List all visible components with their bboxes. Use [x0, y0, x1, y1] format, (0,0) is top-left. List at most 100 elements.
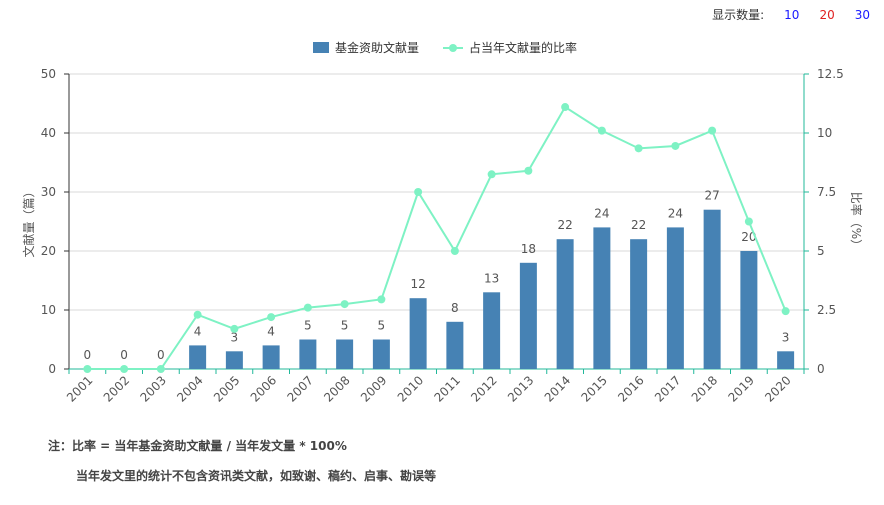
bar-data-label: 22	[631, 218, 646, 232]
bar-data-label: 0	[157, 348, 165, 362]
x-tick-label: 2008	[321, 373, 352, 404]
ratio-point	[193, 310, 202, 319]
bar-data-label: 0	[84, 348, 92, 362]
x-tick-label: 2010	[395, 373, 426, 404]
x-tick-label: 2004	[174, 373, 205, 404]
bar	[262, 345, 280, 369]
ratio-point	[83, 365, 92, 373]
bar	[372, 339, 390, 369]
ratio-point	[340, 300, 349, 309]
ratio-point	[377, 295, 386, 304]
ratio-point	[781, 307, 790, 316]
ratio-point	[634, 144, 643, 153]
bar	[777, 351, 795, 369]
bar	[593, 227, 611, 369]
x-tick-label: 2018	[689, 373, 720, 404]
bar	[666, 227, 684, 369]
bar-data-label: 5	[341, 319, 349, 333]
bar	[630, 239, 648, 369]
bar	[703, 209, 721, 369]
x-tick-label: 2012	[468, 373, 499, 404]
x-tick-label: 2007	[284, 373, 315, 404]
count-selector: 显示数量: 10 20 30	[712, 6, 870, 23]
ratio-point	[156, 365, 165, 373]
bar-data-label: 3	[231, 330, 239, 344]
y-right-tick-label: 10	[817, 126, 832, 140]
x-tick-label: 2019	[725, 373, 756, 404]
count-option-10[interactable]: 10	[784, 7, 800, 22]
bar-data-label: 18	[521, 242, 536, 256]
y-right-tick-label: 7.5	[817, 185, 836, 199]
bar-data-label: 12	[410, 277, 425, 291]
ratio-point	[230, 324, 239, 333]
bar-data-label: 5	[304, 319, 312, 333]
bar	[519, 262, 537, 369]
ratio-point	[708, 126, 717, 135]
bar-data-label: 4	[267, 324, 275, 338]
count-option-20[interactable]: 20	[819, 7, 835, 22]
bar-data-label: 20	[741, 230, 756, 244]
y-right-tick-label: 0	[817, 362, 825, 376]
y-right-tick-label: 12.5	[817, 67, 844, 81]
chart-notes: 注：比率 = 当年基金资助文献量 / 当年发文量 * 100% 当年发文里的统计…	[48, 437, 436, 484]
ratio-point	[671, 141, 680, 150]
bar	[225, 351, 243, 369]
y-right-tick-label: 2.5	[817, 303, 836, 317]
y-right-tick-label: 5	[817, 244, 825, 258]
x-tick-label: 2001	[64, 373, 95, 404]
bar	[409, 298, 427, 369]
y-tick-label: 0	[48, 362, 56, 376]
bar	[189, 345, 207, 369]
bar-data-label: 8	[451, 301, 459, 315]
ratio-line	[87, 105, 787, 370]
ratio-point	[450, 247, 459, 255]
y-tick-label: 40	[41, 126, 56, 140]
y-axis-title: 文献量（篇）	[21, 185, 36, 257]
ratio-point	[303, 303, 312, 312]
ratio-point	[120, 365, 129, 373]
y-right-axis-title: 比率（%）	[849, 192, 864, 251]
x-tick-label: 2015	[578, 373, 609, 404]
x-tick-label: 2020	[762, 373, 793, 404]
x-tick-label: 2013	[505, 373, 536, 404]
legend-line-label: 占当年文献量的比率	[469, 40, 577, 55]
bar	[483, 292, 501, 369]
x-tick-label: 2011	[431, 373, 462, 404]
ratio-point	[267, 313, 276, 322]
bar-data-label: 4	[194, 324, 202, 338]
x-tick-label: 2005	[211, 373, 242, 404]
bar-data-label: 5	[378, 319, 386, 333]
bar-data-label: 13	[484, 271, 499, 285]
bar-data-label: 24	[594, 206, 609, 220]
bar-data-label: 0	[120, 348, 128, 362]
bar	[336, 339, 354, 369]
ratio-point	[561, 103, 570, 112]
bar-data-label: 24	[668, 206, 683, 220]
bar	[740, 251, 758, 369]
count-selector-label: 显示数量:	[712, 8, 765, 22]
bar	[299, 339, 317, 369]
x-tick-label: 2003	[137, 373, 168, 404]
legend-bar-swatch	[313, 42, 329, 53]
bar	[556, 239, 574, 369]
bar-data-label: 22	[557, 218, 572, 232]
note-line-exclusion: 当年发文里的统计不包含资讯类文献，如致谢、稿约、启事、勘误等	[76, 469, 437, 483]
bar-data-label: 3	[782, 330, 790, 344]
y-tick-label: 50	[41, 67, 56, 81]
x-tick-label: 2014	[542, 373, 573, 404]
count-option-30[interactable]: 30	[854, 7, 870, 22]
x-tick-label: 2006	[248, 373, 279, 404]
x-tick-label: 2002	[101, 373, 132, 404]
x-tick-label: 2016	[615, 373, 646, 404]
ratio-point	[414, 188, 423, 196]
ratio-point	[597, 126, 606, 135]
legend-bar-label: 基金资助文献量	[335, 40, 419, 55]
bar	[446, 321, 464, 369]
legend-line-marker	[449, 44, 457, 52]
y-tick-label: 10	[41, 303, 56, 317]
ratio-point	[744, 217, 753, 226]
y-tick-label: 30	[41, 185, 56, 199]
x-tick-label: 2009	[358, 373, 389, 404]
x-tick-label: 2017	[652, 373, 683, 404]
